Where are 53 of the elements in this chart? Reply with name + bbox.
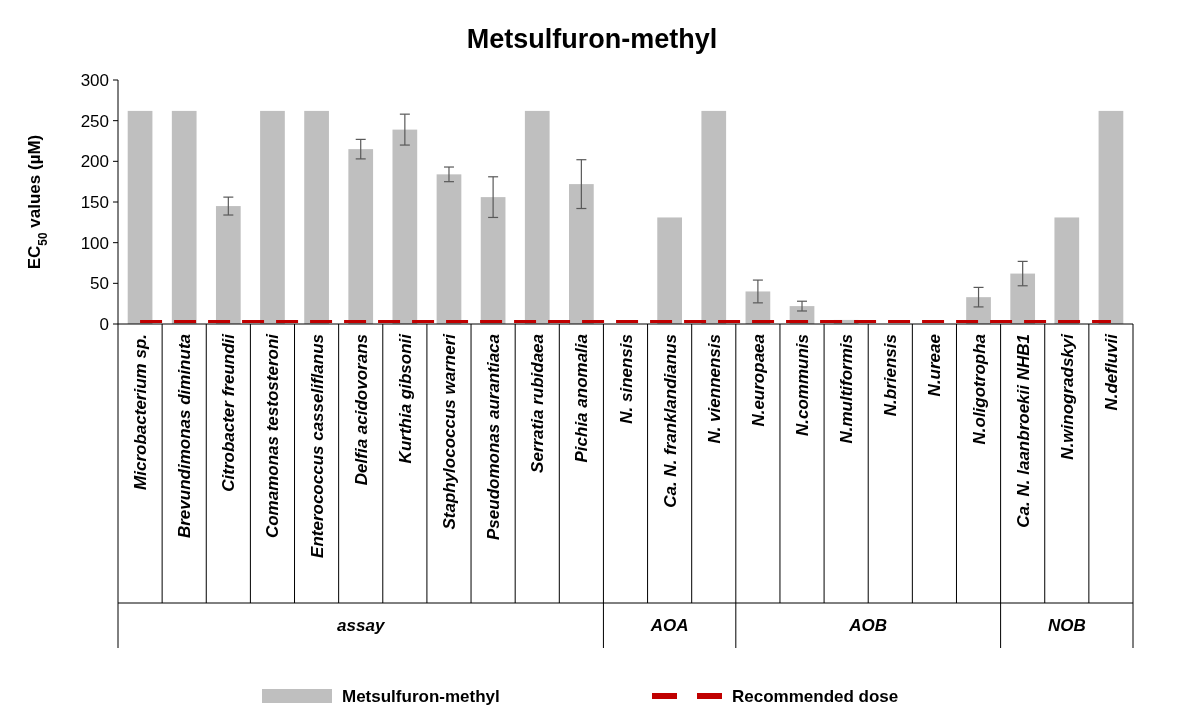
y-tick-label: 100 xyxy=(80,233,109,253)
bar xyxy=(127,110,153,324)
bar xyxy=(436,174,462,324)
x-tick-label: Enterococcus casseliflanus xyxy=(307,334,327,558)
chart-title: Metsulfuron-methyl xyxy=(466,24,718,54)
bar xyxy=(1054,217,1080,324)
x-tick-label: Ca. N. franklandianus xyxy=(660,334,680,508)
y-tick-label: 250 xyxy=(80,111,109,131)
legend-label: Metsulfuron-methyl xyxy=(342,687,500,706)
x-tick-label: Kurthia gibsonii xyxy=(395,332,415,464)
x-tick-label: Serratia rubidaea xyxy=(528,334,548,473)
x-tick-label: N.europaea xyxy=(748,334,768,427)
bar xyxy=(569,184,594,324)
x-tick-label: N.communis xyxy=(793,334,813,437)
bar xyxy=(657,217,682,324)
bar xyxy=(1010,273,1036,324)
x-tick-label: Pseudomonas aurantiaca xyxy=(484,334,504,540)
bar xyxy=(392,129,418,324)
legend-label: Recommended dose xyxy=(732,687,899,706)
bar xyxy=(701,110,727,324)
text: assay xyxy=(337,616,386,635)
x-tick-label: N. sinensis xyxy=(616,334,636,424)
y-tick-label: 150 xyxy=(80,192,109,212)
text: AOB xyxy=(848,616,888,635)
bar xyxy=(260,110,285,324)
text: NOB xyxy=(1047,616,1086,635)
bar xyxy=(215,206,241,324)
x-tick-label: N. viennensis xyxy=(704,334,724,444)
bar xyxy=(304,110,329,324)
x-tick-label: N.ureae xyxy=(925,334,945,397)
x-tick-label: Staphylococcus warneri xyxy=(439,332,459,530)
y-tick-label: 200 xyxy=(80,152,109,172)
x-tick-label: Citrobacter freundii xyxy=(219,332,239,492)
y-tick-label: 0 xyxy=(99,314,109,334)
x-tick-label: Ca. N. laanbroekii NHB1 xyxy=(1013,334,1033,528)
x-tick-label: Pichia anomalia xyxy=(572,334,592,463)
x-tick-label: Brevundimonas diminuta xyxy=(175,334,195,539)
bar xyxy=(1098,110,1124,324)
x-tick-label: N.defluvii xyxy=(1101,332,1121,411)
x-tick-label: Delfia acidovorans xyxy=(351,334,371,486)
bar xyxy=(480,197,506,324)
x-tick-label: N.multiformis xyxy=(837,334,857,444)
y-tick-label: 50 xyxy=(90,274,109,294)
bar xyxy=(348,149,374,324)
x-tick-label: Comamonas testosteroni xyxy=(263,332,283,539)
y-tick-label: 300 xyxy=(80,70,109,90)
x-tick-label: N.oligotropha xyxy=(969,334,989,445)
bar xyxy=(171,110,197,324)
x-tick-label: Microbacterium sp. xyxy=(131,334,151,490)
bar xyxy=(524,110,550,324)
x-tick-label: N.briensis xyxy=(881,334,901,417)
text: AOA xyxy=(649,616,689,635)
x-tick-label: N.winogradskyi xyxy=(1057,332,1077,460)
